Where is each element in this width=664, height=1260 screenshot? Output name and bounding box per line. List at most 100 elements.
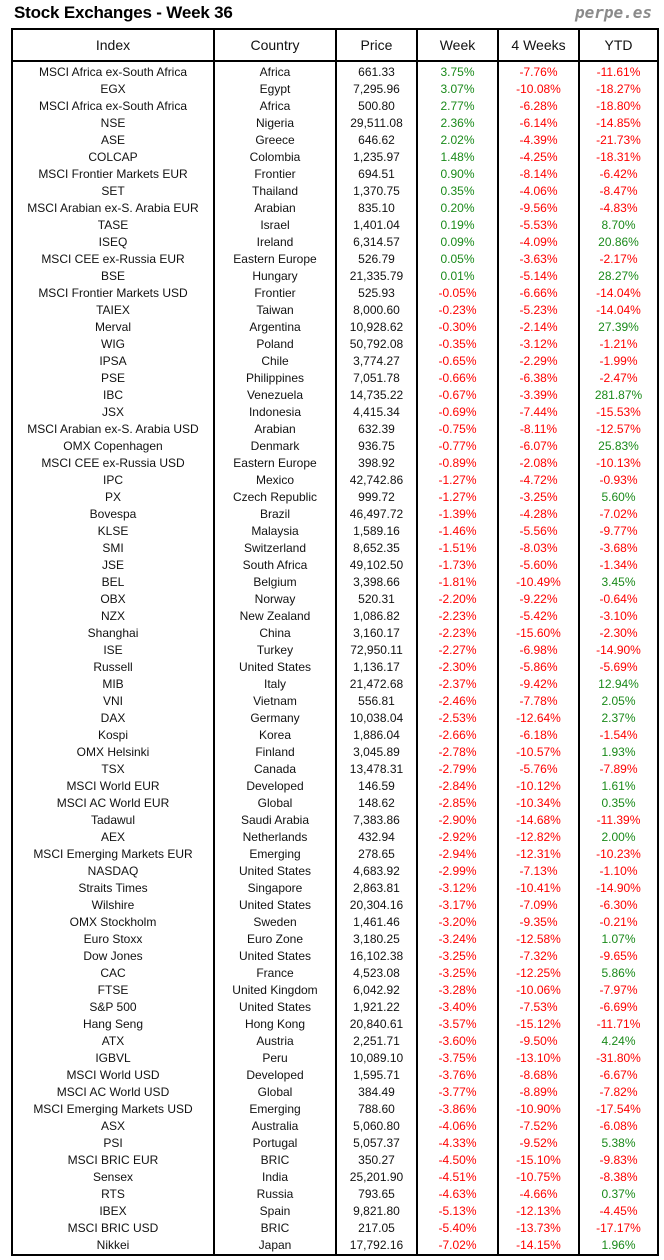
4-weeks-cell: -5.23% (497, 302, 580, 319)
country-cell: Africa (213, 61, 337, 81)
ytd-cell: -17.54% (578, 1101, 659, 1118)
4-weeks-cell: -8.68% (497, 1067, 580, 1084)
ytd-cell: -14.90% (578, 880, 659, 897)
4-weeks-cell: -10.75% (497, 1169, 580, 1186)
price-cell: 20,840.61 (335, 1016, 418, 1033)
ytd-cell: -1.34% (578, 557, 659, 574)
week-cell: 0.35% (416, 183, 499, 200)
week-cell: -3.77% (416, 1084, 499, 1101)
ytd-cell: 2.05% (578, 693, 659, 710)
price-cell: 1,235.97 (335, 149, 418, 166)
header-ytd: YTD (578, 28, 659, 62)
week-cell: 2.02% (416, 132, 499, 149)
week-cell: 3.07% (416, 81, 499, 98)
price-cell: 2,251.71 (335, 1033, 418, 1050)
price-cell: 72,950.11 (335, 642, 418, 659)
ytd-cell: -21.73% (578, 132, 659, 149)
price-cell: 793.65 (335, 1186, 418, 1203)
4-weeks-cell: -8.03% (497, 540, 580, 557)
4-weeks-cell: -12.31% (497, 846, 580, 863)
country-cell: Denmark (213, 438, 337, 455)
table-row: NSE Nigeria 29,511.08 2.36% -6.14% -14.85% (11, 115, 659, 132)
price-cell: 1,370.75 (335, 183, 418, 200)
index-cell: MSCI BRIC EUR (11, 1152, 215, 1169)
table-row: NZX New Zealand 1,086.82 -2.23% -5.42% -3.10% (11, 608, 659, 625)
ytd-cell: -6.08% (578, 1118, 659, 1135)
header-price: Price (335, 28, 418, 62)
price-cell: 21,335.79 (335, 268, 418, 285)
ytd-cell: -14.90% (578, 642, 659, 659)
4-weeks-cell: -15.60% (497, 625, 580, 642)
week-cell: -2.79% (416, 761, 499, 778)
4-weeks-cell: -2.29% (497, 353, 580, 370)
table-row: MSCI AC World USD Global 384.49 -3.77% -8.89… (11, 1084, 659, 1101)
ytd-cell: 2.37% (578, 710, 659, 727)
country-cell: Italy (213, 676, 337, 693)
index-cell: MSCI Emerging Markets EUR (11, 846, 215, 863)
4-weeks-cell: -6.38% (497, 370, 580, 387)
table-row: Russell United States 1,136.17 -2.30% -5.86%… (11, 659, 659, 676)
ytd-cell: -6.69% (578, 999, 659, 1016)
4-weeks-cell: -12.58% (497, 931, 580, 948)
ytd-cell: -10.13% (578, 455, 659, 472)
4-weeks-cell: -5.86% (497, 659, 580, 676)
country-cell: Arabian (213, 200, 337, 217)
table-row: PSE Philippines 7,051.78 -0.66% -6.38% -2.47% (11, 370, 659, 387)
country-cell: United States (213, 948, 337, 965)
ytd-cell: -3.68% (578, 540, 659, 557)
4-weeks-cell: -10.90% (497, 1101, 580, 1118)
index-cell: MIB (11, 676, 215, 693)
week-cell: -1.73% (416, 557, 499, 574)
table-row: Euro Stoxx Euro Zone 3,180.25 -3.24% -12.58%… (11, 931, 659, 948)
week-cell: -3.17% (416, 897, 499, 914)
country-cell: France (213, 965, 337, 982)
brand-logo: perpe.es (574, 3, 652, 22)
price-cell: 1,886.04 (335, 727, 418, 744)
4-weeks-cell: -10.06% (497, 982, 580, 999)
table-body: MSCI Africa ex-South Africa Africa 661.33 3… (11, 61, 659, 1255)
ytd-cell: -6.67% (578, 1067, 659, 1084)
price-cell: 3,180.25 (335, 931, 418, 948)
4-weeks-cell: -12.64% (497, 710, 580, 727)
4-weeks-cell: -9.52% (497, 1135, 580, 1152)
week-cell: -3.86% (416, 1101, 499, 1118)
table-row: OMX Copenhagen Denmark 936.75 -0.77% -6.07% 2… (11, 438, 659, 455)
table-row: ISE Turkey 72,950.11 -2.27% -6.98% -14.90% (11, 642, 659, 659)
price-cell: 10,089.10 (335, 1050, 418, 1067)
header-index: Index (11, 28, 215, 62)
table-row: Tadawul Saudi Arabia 7,383.86 -2.90% -14.68%… (11, 812, 659, 829)
week-cell: -1.27% (416, 472, 499, 489)
4-weeks-cell: -9.56% (497, 200, 580, 217)
price-cell: 788.60 (335, 1101, 418, 1118)
4-weeks-cell: -2.08% (497, 455, 580, 472)
4-weeks-cell: -6.28% (497, 98, 580, 115)
price-cell: 646.62 (335, 132, 418, 149)
country-cell: Developed (213, 1067, 337, 1084)
price-cell: 7,295.96 (335, 81, 418, 98)
week-cell: -1.46% (416, 523, 499, 540)
week-cell: 0.90% (416, 166, 499, 183)
table-row: ASX Australia 5,060.80 -4.06% -7.52% -6.08% (11, 1118, 659, 1135)
week-cell: -1.27% (416, 489, 499, 506)
price-cell: 6,042.92 (335, 982, 418, 999)
index-cell: Dow Jones (11, 948, 215, 965)
country-cell: India (213, 1169, 337, 1186)
price-cell: 694.51 (335, 166, 418, 183)
ytd-cell: -6.42% (578, 166, 659, 183)
table-row: MSCI CEE ex-Russia EUR Eastern Europe 526.… (11, 251, 659, 268)
table-row: MSCI Frontier Markets EUR Frontier 694.51 0… (11, 166, 659, 183)
table-row: NASDAQ United States 4,683.92 -2.99% -7.13% -… (11, 863, 659, 880)
table-row: BEL Belgium 3,398.66 -1.81% -10.49% 3.45% (11, 574, 659, 591)
ytd-cell: -11.39% (578, 812, 659, 829)
ytd-cell: -9.65% (578, 948, 659, 965)
week-cell: -2.23% (416, 608, 499, 625)
week-cell: -3.28% (416, 982, 499, 999)
4-weeks-cell: -4.25% (497, 149, 580, 166)
country-cell: Colombia (213, 149, 337, 166)
ytd-cell: -1.99% (578, 353, 659, 370)
table-row: Shanghai China 3,160.17 -2.23% -15.60% -2.30% (11, 625, 659, 642)
table-row: SMI Switzerland 8,652.35 -1.51% -8.03% -3.68% (11, 540, 659, 557)
week-cell: 0.05% (416, 251, 499, 268)
country-cell: Japan (213, 1237, 337, 1255)
header-country: Country (213, 28, 337, 62)
